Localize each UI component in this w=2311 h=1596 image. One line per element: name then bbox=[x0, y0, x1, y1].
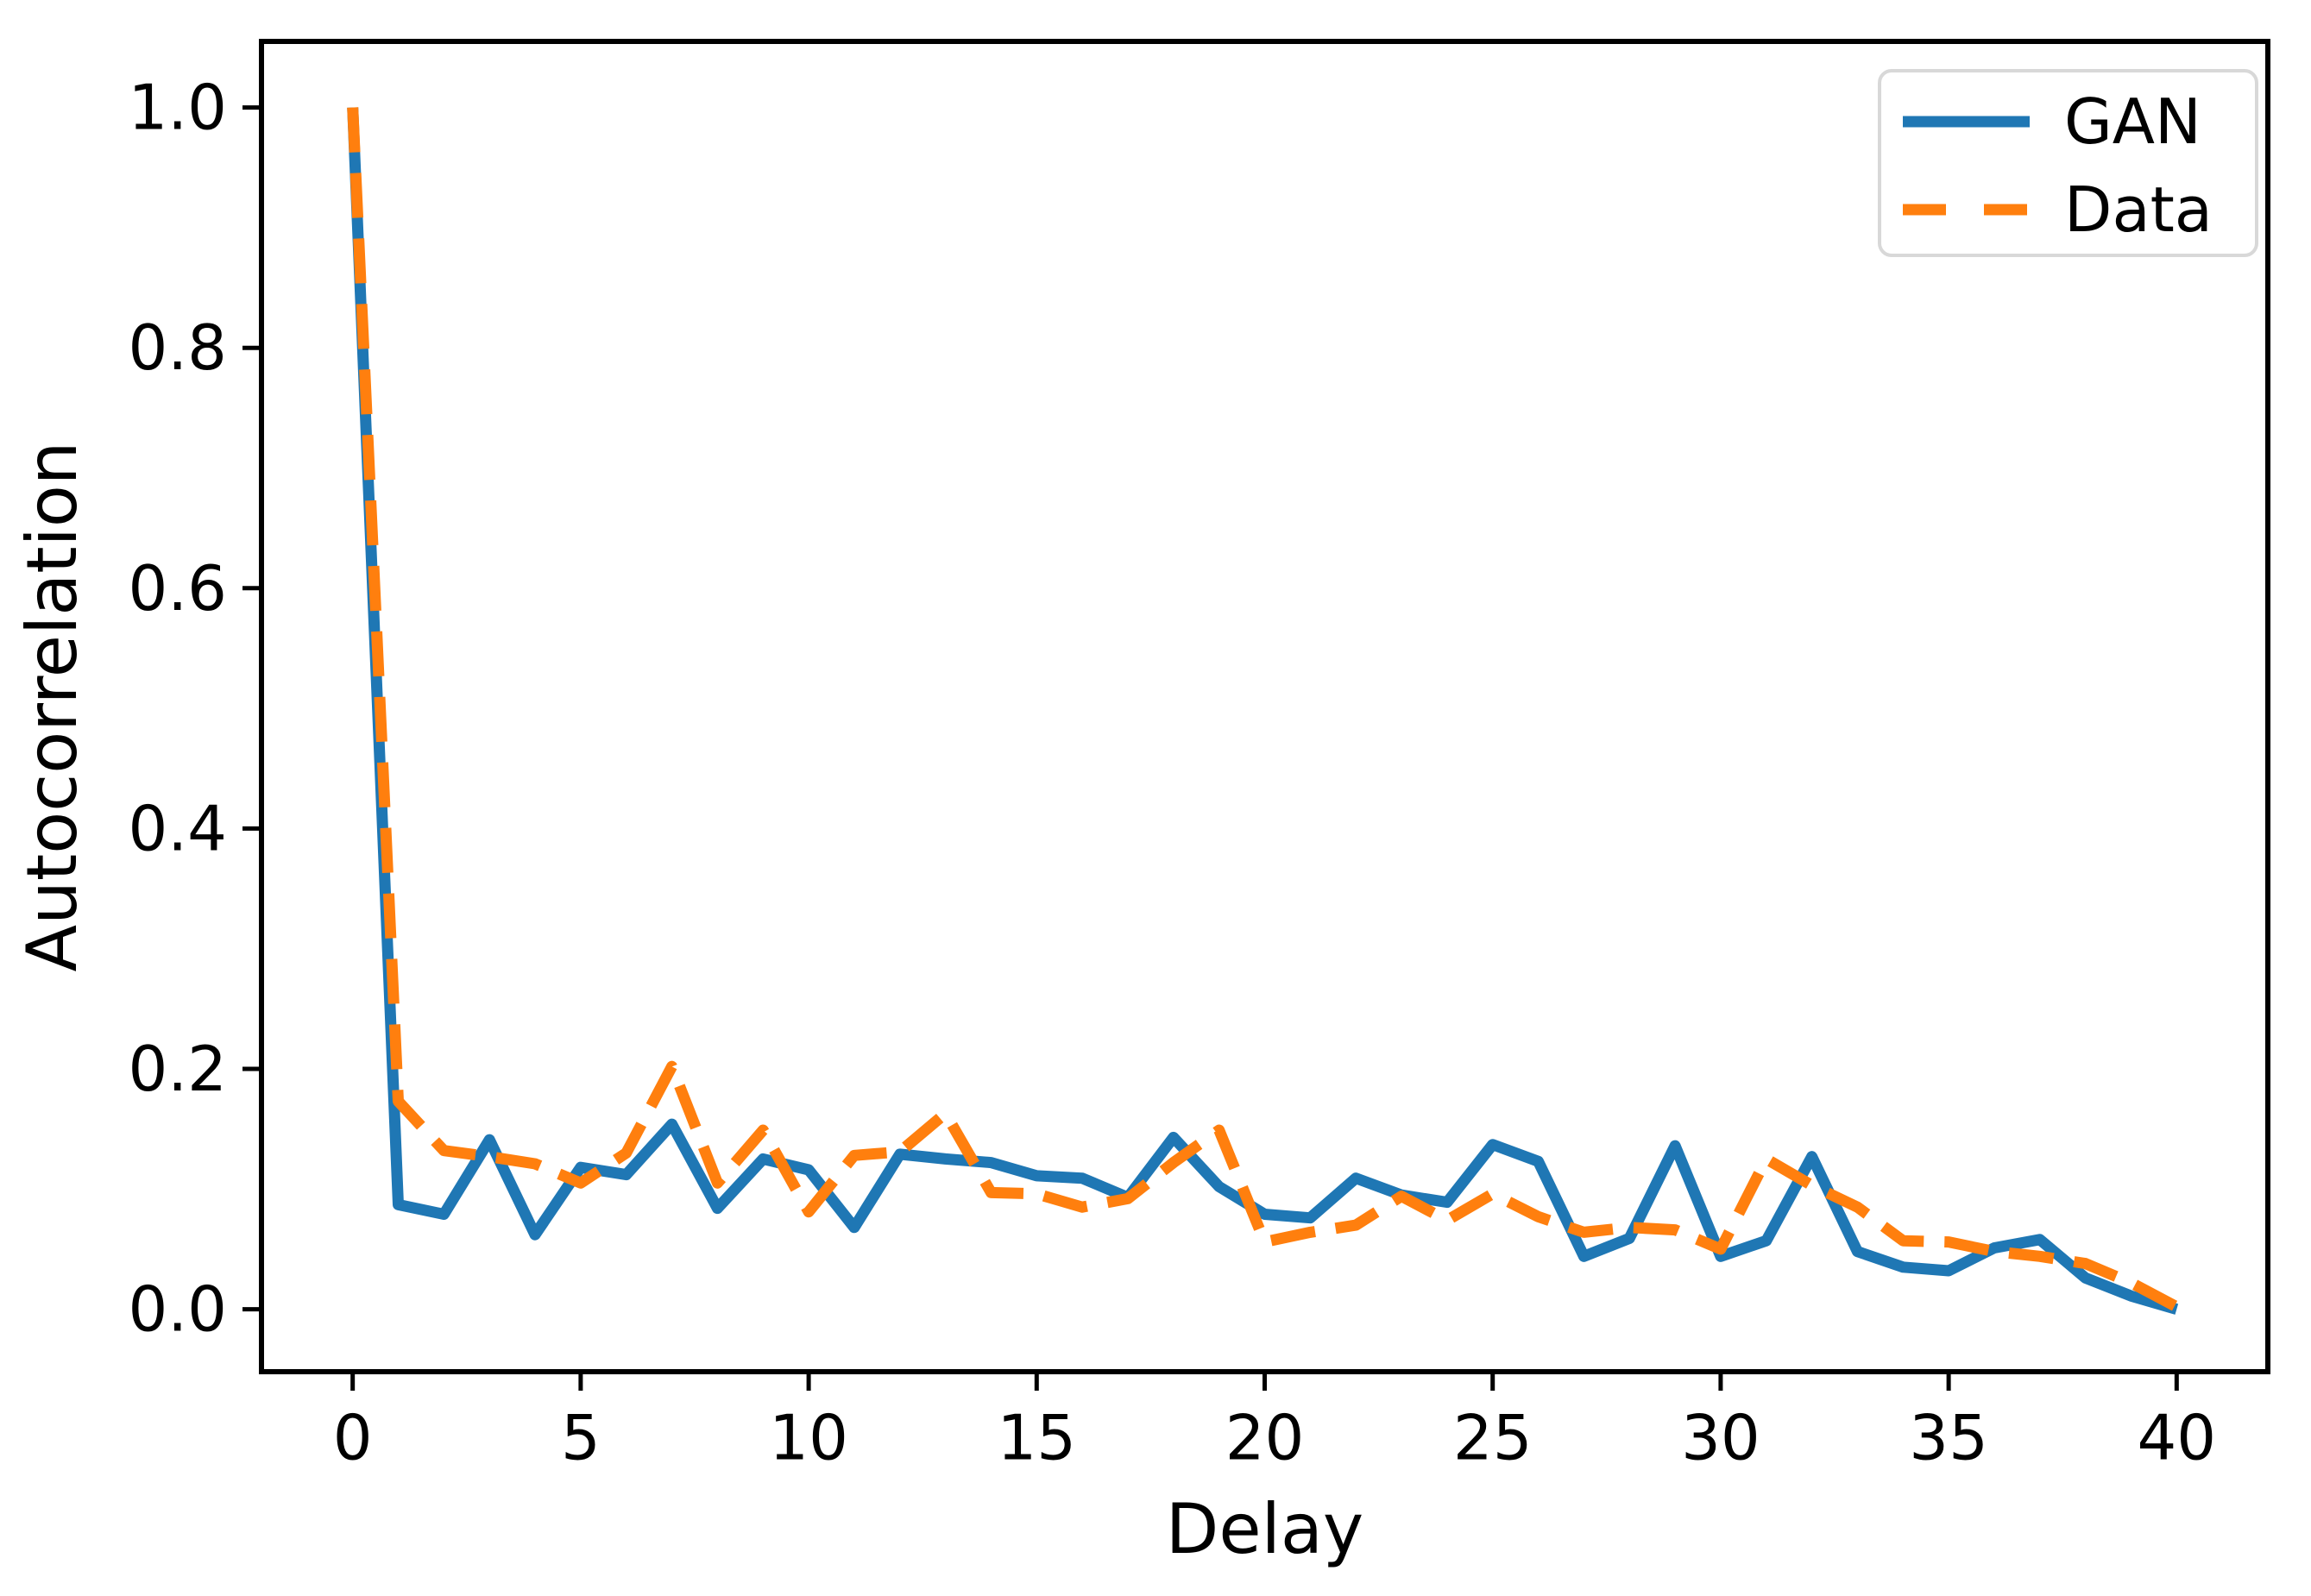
y-tick-label: 0.0 bbox=[128, 1273, 227, 1346]
y-tick-label: 0.2 bbox=[128, 1033, 227, 1105]
legend-label-gan: GAN bbox=[2064, 85, 2201, 158]
x-tick-label: 0 bbox=[333, 1402, 373, 1474]
x-tick-label: 35 bbox=[1909, 1402, 1988, 1474]
plot-border bbox=[259, 39, 2270, 1374]
x-axis-label: Delay bbox=[1166, 1489, 1363, 1569]
y-tick-label: 0.6 bbox=[128, 552, 227, 625]
gan-line bbox=[347, 107, 2179, 1315]
legend-label-data: Data bbox=[2064, 173, 2213, 246]
x-tick-label: 5 bbox=[561, 1402, 601, 1474]
y-tick-label: 0.4 bbox=[128, 792, 227, 864]
legend: GAN Data bbox=[1878, 69, 2258, 257]
y-tick-label: 0.8 bbox=[128, 311, 227, 384]
x-tick-label: 20 bbox=[1225, 1402, 1305, 1474]
x-tick-label: 10 bbox=[769, 1402, 848, 1474]
data-line bbox=[347, 107, 2180, 1312]
x-tick-label: 30 bbox=[1681, 1402, 1760, 1474]
x-tick-label: 15 bbox=[997, 1402, 1076, 1474]
y-axis-label: Autocorrelation bbox=[12, 442, 92, 972]
series-group bbox=[347, 107, 2180, 1315]
y-tick-label: 1.0 bbox=[128, 72, 227, 144]
x-tick-label: 25 bbox=[1453, 1402, 1533, 1474]
axes-ticks: 0 5 10 15 20 25 30 35 40 0.0 0.2 0.4 0.6 0.8 1.0 bbox=[128, 72, 2216, 1474]
x-tick-label: 40 bbox=[2138, 1402, 2217, 1474]
